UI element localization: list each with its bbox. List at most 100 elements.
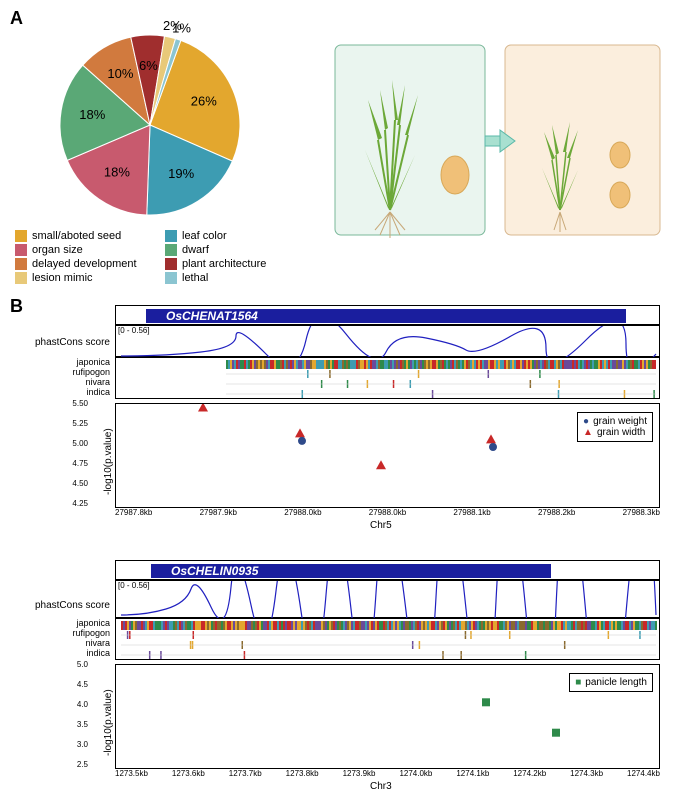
species-indica-2: indica [30, 648, 110, 658]
tick-label: 27988.3kb [623, 508, 660, 520]
swatch-icon [165, 244, 177, 256]
gene2-ylabel: -log10(p.value) [103, 689, 114, 756]
tick-label: 1274.0kb [399, 769, 432, 781]
legend-item: small/aboted seed [15, 230, 165, 242]
scatter-point [482, 698, 490, 706]
scatter-point [489, 443, 497, 451]
swatch-icon [15, 230, 27, 242]
tick-label: 1273.5kb [115, 769, 148, 781]
gene1-xlabel: Chr5 [370, 520, 392, 531]
legend-item: lesion mimic [15, 272, 165, 284]
pie-slice-label: 6% [139, 58, 158, 73]
tick-label: 27987.9kb [200, 508, 237, 520]
legend-item: leaf color [165, 230, 315, 242]
swatch-icon [15, 258, 27, 270]
species-japonica-2: japonica [30, 618, 110, 628]
gene2-model-box: OsCHELIN0935 [115, 560, 660, 580]
gene2-species-box [115, 618, 660, 660]
tick-label: 4.75 [72, 459, 88, 468]
gene1-scatter: ●grain weight ▲grain width [115, 403, 660, 508]
gene2-phastcons-label: phastCons score [30, 600, 110, 611]
legend-text: leaf color [182, 230, 227, 242]
species-nivara-2: nivara [30, 638, 110, 648]
seed-left [441, 156, 469, 194]
scatter-point [298, 437, 306, 445]
scatter-point [198, 404, 208, 411]
right-box [505, 45, 660, 235]
gene1-species-labels: japonica rufipogon nivara indica [30, 357, 110, 397]
gene1-region: OsCHENAT1564 [0 - 0.56] phastCons score … [30, 305, 660, 545]
legend-text: lesion mimic [32, 272, 93, 284]
species-indica: indica [30, 387, 110, 397]
tick-label: 1274.1kb [456, 769, 489, 781]
gene2-region: OsCHELIN0935 [0 - 0.56] phastCons score … [30, 560, 660, 800]
species-japonica: japonica [30, 357, 110, 367]
pie-slice-label: 19% [168, 166, 194, 181]
gene1-phastcons-label: phastCons score [30, 337, 110, 348]
tick-label: 2.5 [77, 760, 88, 769]
gene1-species-box [115, 357, 660, 399]
tick-label: 1273.6kb [172, 769, 205, 781]
phastcons-curve-2 [121, 581, 656, 619]
species-nivara: nivara [30, 377, 110, 387]
scatter-point [376, 460, 386, 469]
tick-label: 3.5 [77, 720, 88, 729]
swatch-icon [15, 272, 27, 284]
pie-chart: 26%19%18%18%10%6%2%1% [40, 20, 280, 220]
left-box [335, 45, 485, 235]
legend-panicle-length: ■panicle length [575, 677, 647, 688]
tick-label: 5.00 [72, 439, 88, 448]
tick-label: 4.0 [77, 700, 88, 709]
gene1-name: OsCHENAT1564 [166, 309, 258, 323]
legend-grain-weight: ●grain weight [583, 416, 647, 427]
legend-text: small/aboted seed [32, 230, 121, 242]
gene2-species-labels: japonica rufipogon nivara indica [30, 618, 110, 658]
tick-label: 27988.2kb [538, 508, 575, 520]
legend-item: organ size [15, 244, 165, 256]
gene2-scatter: ■panicle length [115, 664, 660, 769]
tick-label: 5.25 [72, 419, 88, 428]
panel-b: OsCHENAT1564 [0 - 0.56] phastCons score … [0, 300, 685, 810]
gene2-xlabel: Chr3 [370, 781, 392, 792]
tick-label: 1274.3kb [570, 769, 603, 781]
legend-item: delayed development [15, 258, 165, 270]
plant-illustration [330, 40, 670, 240]
tick-label: 4.5 [77, 680, 88, 689]
pie-legend: small/aboted seed leaf color organ size dwa… [15, 230, 315, 286]
gene1-phastcons: [0 - 0.56] [115, 325, 660, 357]
gene1-ylabel: -log10(p.value) [103, 428, 114, 495]
panel-a: 26%19%18%18%10%6%2%1% small/aboted seedl… [0, 10, 685, 290]
pie-slice-label: 1% [172, 21, 191, 36]
gene2-phastcons: [0 - 0.56] [115, 580, 660, 618]
tick-label: 5.50 [72, 399, 88, 408]
gene1-model-box: OsCHENAT1564 [115, 305, 660, 325]
swatch-icon [165, 272, 177, 284]
tick-label: 27988.1kb [453, 508, 490, 520]
gene2-name: OsCHELIN0935 [171, 564, 258, 578]
gene1-scatter-legend: ●grain weight ▲grain width [577, 412, 653, 442]
scatter-point [486, 434, 496, 443]
tick-label: 1273.9kb [343, 769, 376, 781]
legend-text: delayed development [32, 258, 137, 270]
scatter-point [552, 729, 560, 737]
gene2-scatter-legend: ■panicle length [569, 673, 653, 692]
tick-label: 4.25 [72, 499, 88, 508]
legend-text: organ size [32, 244, 83, 256]
tick-label: 5.0 [77, 660, 88, 669]
legend-item: dwarf [165, 244, 315, 256]
tick-label: 27988.0kb [284, 508, 321, 520]
seed-right-2 [610, 182, 630, 208]
swatch-icon [165, 258, 177, 270]
legend-text: dwarf [182, 244, 209, 256]
tick-label: 27987.8kb [115, 508, 152, 520]
tick-label: 1273.7kb [229, 769, 262, 781]
tick-label: 27988.0kb [369, 508, 406, 520]
legend-text: plant architecture [182, 258, 266, 270]
phastcons-curve [121, 326, 656, 358]
pie-slice-label: 18% [104, 165, 130, 180]
swatch-icon [15, 244, 27, 256]
legend-text: lethal [182, 272, 208, 284]
legend-item: lethal [165, 272, 315, 284]
tick-label: 1274.2kb [513, 769, 546, 781]
species-rufipogon-2: rufipogon [30, 628, 110, 638]
